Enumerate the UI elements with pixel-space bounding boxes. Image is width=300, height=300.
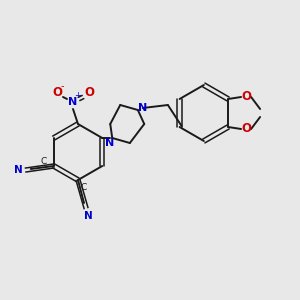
Text: N: N	[84, 211, 92, 221]
Text: N: N	[105, 138, 114, 148]
Text: N: N	[138, 103, 148, 113]
Text: C: C	[40, 157, 47, 166]
Text: O: O	[52, 85, 62, 98]
Text: O: O	[84, 85, 94, 98]
Text: O: O	[241, 91, 251, 103]
Text: -: -	[60, 81, 64, 91]
Text: O: O	[241, 122, 251, 136]
Text: N: N	[14, 165, 23, 175]
Text: +: +	[75, 91, 81, 100]
Text: C: C	[81, 184, 87, 193]
Text: N: N	[68, 97, 78, 107]
